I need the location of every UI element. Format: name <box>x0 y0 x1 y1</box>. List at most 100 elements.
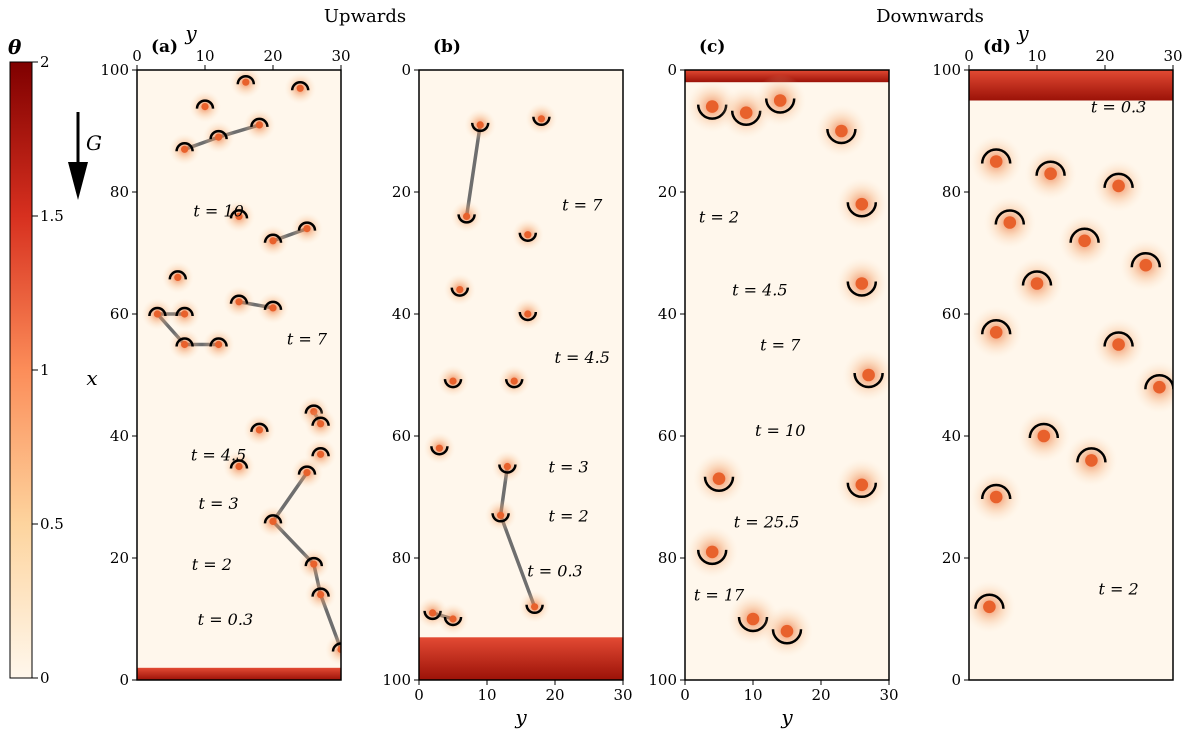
plume-cap <box>297 221 317 231</box>
x-tick-label: 40 <box>658 305 677 323</box>
plume-core <box>456 286 464 294</box>
y-tick-label: 0 <box>414 686 424 704</box>
plume-core <box>989 155 1003 168</box>
plume-cap <box>175 337 194 347</box>
plume-core <box>497 511 505 519</box>
colorbar-tick-label: 1 <box>40 361 50 379</box>
panel-frame <box>684 69 890 681</box>
time-annotation: t = 3 <box>549 458 589 477</box>
plume-core <box>449 377 457 385</box>
plume-core <box>242 78 250 86</box>
plume-cap <box>263 514 283 524</box>
plume-cap <box>430 446 449 456</box>
plume-cap <box>518 232 538 242</box>
plume-core <box>215 340 223 349</box>
plume-cap <box>229 459 249 469</box>
plume-core <box>503 462 511 471</box>
plume-core <box>476 121 484 129</box>
time-annotation: t = 4.5 <box>191 445 246 464</box>
plume-core <box>255 426 263 434</box>
plume-core <box>429 609 437 617</box>
plume-trail <box>498 513 537 609</box>
time-annotation: t = 4.5 <box>554 348 609 367</box>
plume-cap <box>297 465 317 475</box>
plume-core <box>712 472 726 486</box>
plume-cap <box>703 476 735 492</box>
x-tick-label: 0 <box>667 61 677 79</box>
plume-core <box>269 237 277 245</box>
plume-core <box>1112 338 1125 351</box>
x-tick-label: 80 <box>110 183 129 201</box>
plume-core <box>317 591 325 599</box>
header-downwards: Downwards <box>876 6 984 27</box>
plume-cap <box>250 422 269 433</box>
plume-core <box>835 124 848 138</box>
colorbar-tick-label: 0.5 <box>40 515 64 533</box>
plume-cap <box>980 483 1012 500</box>
y-axis-label: y <box>514 705 527 729</box>
time-annotation: t = 10 <box>193 201 243 220</box>
plume-core <box>705 545 719 559</box>
plume-core <box>449 615 457 623</box>
plume-cap <box>1069 227 1100 243</box>
plume-cap <box>229 294 249 304</box>
plume-cap <box>1028 422 1060 439</box>
plume-cap <box>491 513 510 523</box>
plume-core <box>1003 216 1017 229</box>
plume-cap <box>175 142 194 152</box>
time-annotation: t = 10 <box>755 421 805 440</box>
plume-core <box>255 121 263 129</box>
plume-cap <box>457 214 476 224</box>
plume-core <box>310 560 318 568</box>
plume-cap <box>826 128 857 145</box>
plume-core <box>855 197 869 211</box>
time-annotation: t = 3 <box>199 494 239 513</box>
time-annotation: t = 2 <box>549 506 589 525</box>
plume-cap <box>263 300 283 311</box>
plume-cap <box>250 117 269 128</box>
plume-core <box>705 100 719 113</box>
plume-cap <box>532 116 551 126</box>
colorbar: θ 0 0.5 1 1.5 2 <box>8 35 64 687</box>
plume-cap <box>498 464 517 474</box>
x-tick-label: 0 <box>951 671 961 689</box>
plume-cap <box>696 549 728 566</box>
plume-core <box>337 645 341 654</box>
plume-cap <box>994 209 1026 225</box>
plume-cap <box>470 122 490 133</box>
y-tick-label: 30 <box>1163 47 1182 65</box>
x-tick-label: 100 <box>932 61 961 79</box>
plume-cap <box>443 378 463 389</box>
time-annotation: t = 2 <box>192 555 232 574</box>
y-tick-label: 10 <box>1027 47 1046 65</box>
y-tick-label: 20 <box>1095 47 1114 65</box>
y-tick-label: 30 <box>879 686 898 704</box>
x-tick-label: 60 <box>942 305 961 323</box>
plume-cap <box>771 629 803 645</box>
x-tick-label: 80 <box>942 183 961 201</box>
plume-core <box>1044 167 1057 180</box>
y-tick-label: 30 <box>331 47 350 65</box>
plume-core <box>989 326 1003 339</box>
plume-core <box>746 612 760 626</box>
x-tick-label: 40 <box>110 427 129 445</box>
y-tick-label: 0 <box>680 686 690 704</box>
plume-cap <box>311 447 330 457</box>
plume-core <box>855 277 869 290</box>
plume-cap <box>764 98 796 114</box>
plume-core <box>303 469 311 477</box>
plume-cap <box>1076 447 1107 463</box>
panel-frame <box>968 69 1174 681</box>
x-tick-label: 100 <box>382 671 411 689</box>
plume-cap <box>209 129 228 140</box>
y-tick-label: 10 <box>743 686 762 704</box>
x-tick-label: 60 <box>658 427 677 445</box>
time-annotation: t = 17 <box>694 586 745 605</box>
plume-cap <box>1103 331 1134 347</box>
x-tick-label: 60 <box>392 427 411 445</box>
plume-cap <box>853 372 884 389</box>
plume-core <box>524 231 532 239</box>
x-tick-label: 0 <box>119 671 129 689</box>
y-axis-label: y <box>184 21 197 45</box>
